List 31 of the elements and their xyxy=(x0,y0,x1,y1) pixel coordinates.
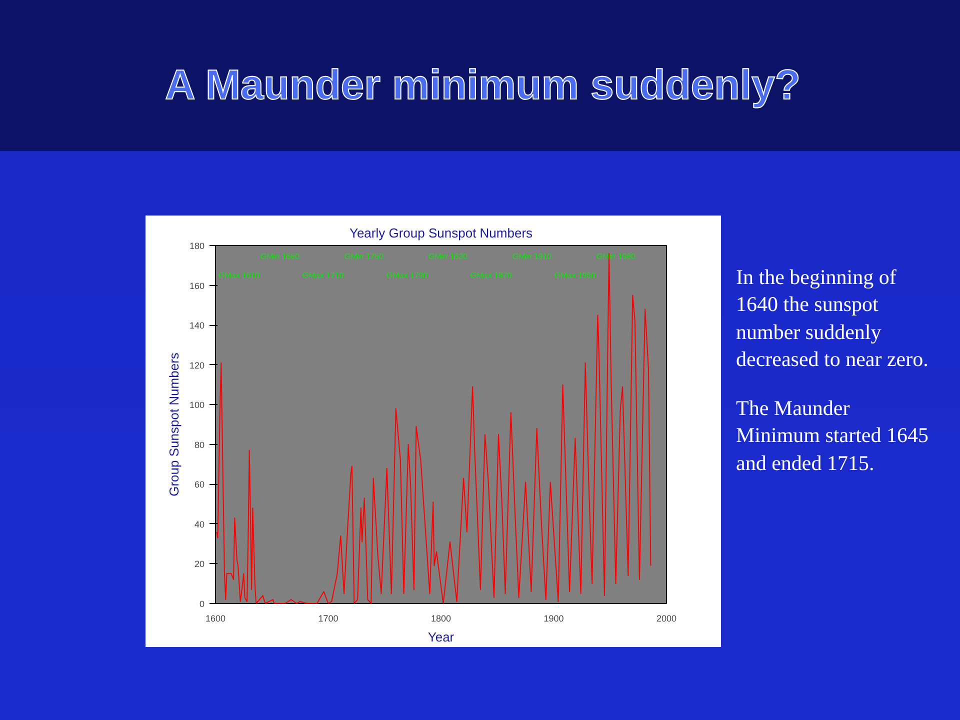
x-tick-label: 2000 xyxy=(656,614,677,624)
annotation: GMin 1750 xyxy=(344,252,384,261)
y-tick-label: 140 xyxy=(189,320,205,331)
text: The Maunder Minimum started 1645 and ended 1715. xyxy=(736,395,930,477)
y-tick-label: 60 xyxy=(194,480,205,490)
y-tick-label: 0 xyxy=(199,599,205,609)
text: In the beginning of 1640 the sunspot number suddenly decreased to near zero. xyxy=(736,264,930,373)
x-tick-label: 1900 xyxy=(544,614,564,624)
y-tick-label: 20 xyxy=(194,559,205,570)
line-series xyxy=(216,252,652,604)
annotation: GMax 1790 xyxy=(386,271,428,280)
annotation: GMin 1660 xyxy=(260,252,300,261)
y-tick-label: 80 xyxy=(194,440,205,450)
y-tick-label: 160 xyxy=(189,280,205,291)
x-tick-label: 1800 xyxy=(430,614,452,624)
x-tick-label: 1600 xyxy=(205,614,226,624)
chart-subtitle: Yearly Group Sunspot Numbers xyxy=(349,226,534,240)
chart-title: A Maunder minimum suddenly? xyxy=(165,60,800,110)
annotation: GMin 1830 xyxy=(428,252,468,261)
annotation: GMin 1910 xyxy=(512,252,552,261)
x-axis-title: Year xyxy=(428,630,455,644)
x-tick-label: 1700 xyxy=(318,614,338,624)
y-tick-label: 120 xyxy=(189,360,205,370)
y-tick-label: 40 xyxy=(194,519,205,530)
annotation: GMax 1950 xyxy=(554,271,596,280)
annotation: GMax 1870 xyxy=(470,271,512,280)
annotation: GMax 1710 xyxy=(302,271,344,280)
annotation: GMax 1610 xyxy=(218,271,260,280)
y-tick-label: 180 xyxy=(189,241,205,251)
y-axis-title: Group Sunspot Numbers xyxy=(166,352,182,496)
y-tick-label: 100 xyxy=(189,400,205,410)
